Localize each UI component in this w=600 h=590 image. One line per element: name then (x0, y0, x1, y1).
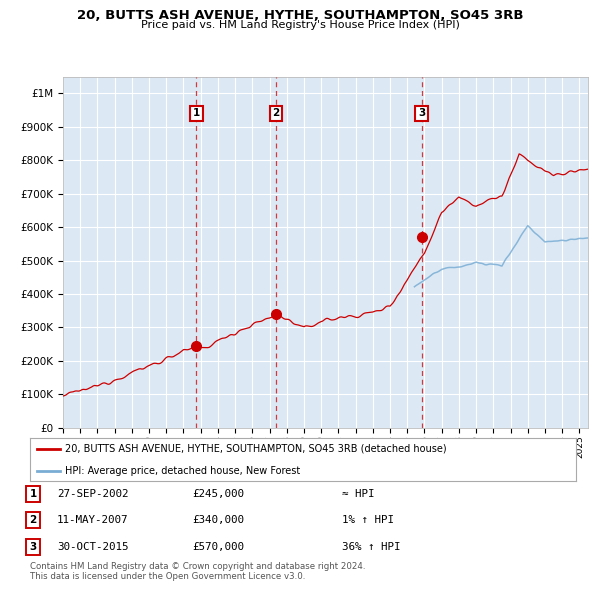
Text: 2: 2 (29, 516, 37, 525)
Text: This data is licensed under the Open Government Licence v3.0.: This data is licensed under the Open Gov… (30, 572, 305, 581)
Text: 1% ↑ HPI: 1% ↑ HPI (342, 516, 394, 525)
Text: 20, BUTTS ASH AVENUE, HYTHE, SOUTHAMPTON, SO45 3RB: 20, BUTTS ASH AVENUE, HYTHE, SOUTHAMPTON… (77, 9, 523, 22)
Text: 27-SEP-2002: 27-SEP-2002 (57, 489, 128, 499)
Text: Contains HM Land Registry data © Crown copyright and database right 2024.: Contains HM Land Registry data © Crown c… (30, 562, 365, 571)
Text: 11-MAY-2007: 11-MAY-2007 (57, 516, 128, 525)
Text: 1: 1 (193, 109, 200, 119)
Text: Price paid vs. HM Land Registry's House Price Index (HPI): Price paid vs. HM Land Registry's House … (140, 20, 460, 30)
Text: £570,000: £570,000 (192, 542, 244, 552)
Text: 2: 2 (272, 109, 280, 119)
Text: HPI: Average price, detached house, New Forest: HPI: Average price, detached house, New … (65, 466, 301, 476)
Text: 30-OCT-2015: 30-OCT-2015 (57, 542, 128, 552)
Text: 36% ↑ HPI: 36% ↑ HPI (342, 542, 401, 552)
Text: £340,000: £340,000 (192, 516, 244, 525)
Text: £245,000: £245,000 (192, 489, 244, 499)
Text: 3: 3 (418, 109, 425, 119)
Text: 1: 1 (29, 489, 37, 499)
Text: ≈ HPI: ≈ HPI (342, 489, 374, 499)
Text: 20, BUTTS ASH AVENUE, HYTHE, SOUTHAMPTON, SO45 3RB (detached house): 20, BUTTS ASH AVENUE, HYTHE, SOUTHAMPTON… (65, 444, 447, 454)
Text: 3: 3 (29, 542, 37, 552)
